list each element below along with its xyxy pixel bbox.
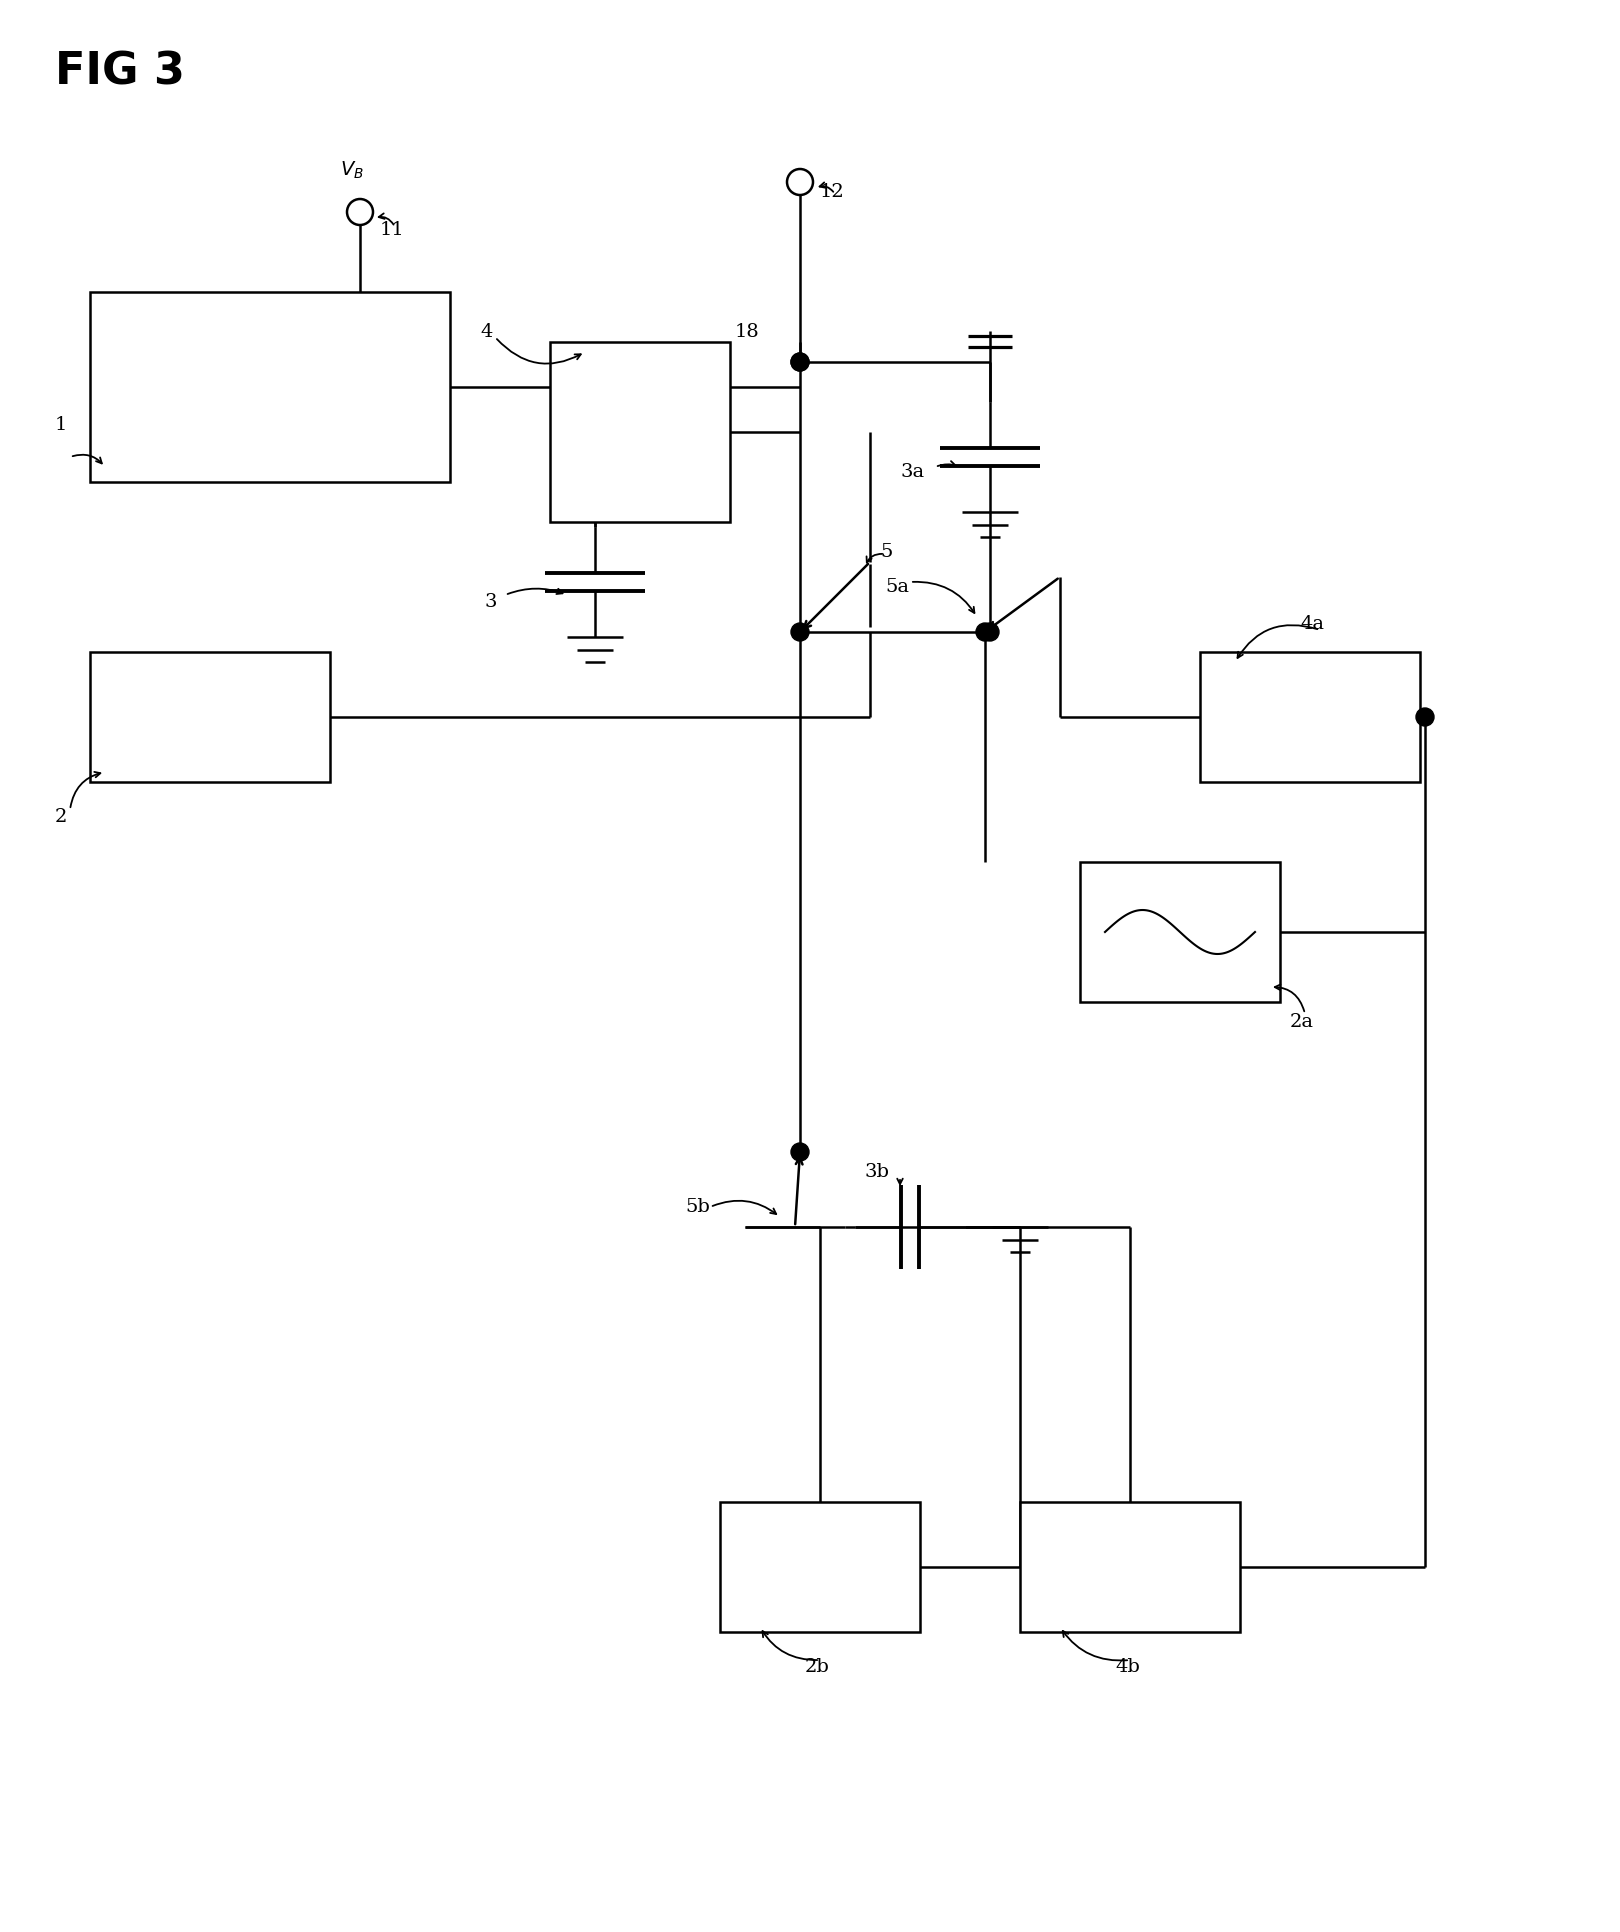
- Circle shape: [982, 622, 1000, 641]
- Circle shape: [791, 354, 808, 371]
- Text: 4a: 4a: [1299, 614, 1324, 634]
- Bar: [719, 1501, 920, 1633]
- Text: 1: 1: [55, 415, 68, 435]
- Circle shape: [1416, 707, 1434, 726]
- Circle shape: [975, 622, 995, 641]
- Text: 5: 5: [880, 543, 893, 560]
- Bar: [551, 342, 731, 522]
- Text: 18: 18: [735, 323, 760, 342]
- Bar: [91, 292, 450, 481]
- Text: 4: 4: [480, 323, 492, 342]
- Text: 12: 12: [820, 184, 844, 201]
- Text: FIG 3: FIG 3: [55, 50, 185, 93]
- Text: 11: 11: [381, 220, 405, 240]
- Bar: [1081, 862, 1280, 1003]
- Bar: [91, 651, 330, 782]
- Text: 3a: 3a: [901, 464, 923, 481]
- Text: 5a: 5a: [885, 578, 909, 595]
- Text: $V_B$: $V_B$: [340, 158, 364, 182]
- Bar: [1021, 1501, 1239, 1633]
- Text: 2: 2: [55, 808, 68, 827]
- Text: 3b: 3b: [865, 1163, 889, 1180]
- Circle shape: [791, 1144, 808, 1161]
- Text: 2b: 2b: [805, 1658, 829, 1675]
- Text: 5b: 5b: [685, 1198, 710, 1215]
- Circle shape: [791, 354, 808, 371]
- Text: 2a: 2a: [1290, 1012, 1314, 1032]
- Text: 3: 3: [484, 593, 497, 611]
- Text: 4b: 4b: [1115, 1658, 1140, 1675]
- Bar: [1200, 651, 1421, 782]
- Circle shape: [791, 622, 808, 641]
